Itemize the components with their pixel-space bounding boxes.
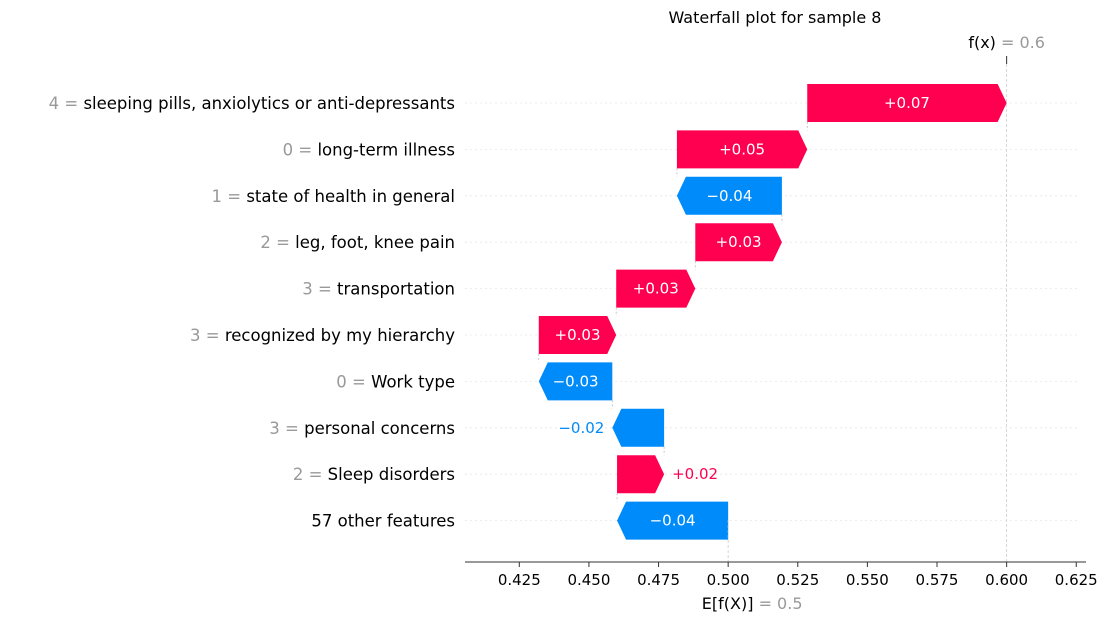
feature-name: Work type <box>371 372 455 391</box>
bar-value-label: +0.05 <box>719 140 765 158</box>
feature-value: 1 = <box>212 187 247 206</box>
waterfall-bar <box>676 176 782 215</box>
feature-name: personal concerns <box>304 419 455 438</box>
waterfall-bar <box>807 84 1007 122</box>
x-tick-label: 0.600 <box>985 571 1028 589</box>
feature-label: 3 = transportation <box>302 280 455 299</box>
bar-value-label: +0.02 <box>672 465 718 483</box>
feature-name: recognized by my hierarchy <box>225 326 455 345</box>
base-value-label: E[f(X)] = 0.5 <box>702 594 803 613</box>
bar-value-label: +0.03 <box>716 233 762 251</box>
x-tick-label: 0.475 <box>637 571 680 589</box>
bar-value-label: +0.03 <box>633 280 679 298</box>
waterfall-bar <box>612 408 665 447</box>
feature-name: Sleep disorders <box>328 465 455 484</box>
feature-name: state of health in general <box>246 187 455 206</box>
bar-value-label: −0.02 <box>558 419 604 437</box>
base-value-number: = 0.5 <box>759 594 803 613</box>
feature-label: 3 = personal concerns <box>269 419 455 438</box>
feature-value: 4 = <box>49 94 84 113</box>
x-tick-label: 0.425 <box>498 571 541 589</box>
feature-value: 3 = <box>190 326 225 345</box>
bar-value-label: −0.04 <box>650 512 696 530</box>
bar-value-label: −0.03 <box>553 372 599 390</box>
x-tick-label: 0.525 <box>776 571 819 589</box>
waterfall-bar <box>695 223 782 262</box>
waterfall-bar <box>538 362 613 401</box>
bar-value-label: −0.04 <box>706 187 752 205</box>
bar-value-label: +0.07 <box>884 94 930 112</box>
x-tick-label: 0.625 <box>1055 571 1098 589</box>
feature-value: 2 = <box>260 233 295 252</box>
feature-rows: +0.07 4 = sleeping pills, anxiolytics or … <box>49 84 1080 540</box>
feature-name: long-term illness <box>317 140 455 159</box>
x-tick-label: 0.550 <box>846 571 889 589</box>
waterfall-bar <box>676 130 808 169</box>
feature-label: 0 = long-term illness <box>283 140 455 159</box>
feature-value: 0 = <box>283 140 318 159</box>
waterfall-bar <box>538 316 617 354</box>
bar-value-label: +0.03 <box>555 326 601 344</box>
feature-label: 2 = leg, foot, knee pain <box>260 233 455 252</box>
feature-name: leg, foot, knee pain <box>295 233 455 252</box>
waterfall-bar <box>616 269 696 308</box>
waterfall-bar <box>617 501 729 540</box>
waterfall-bar <box>617 455 665 494</box>
final-value-label: f(x) = 0.6 <box>968 33 1045 52</box>
feature-value: 3 = <box>269 419 304 438</box>
feature-label: 3 = recognized by my hierarchy <box>190 326 455 345</box>
chart-title: Waterfall plot for sample 8 <box>669 8 882 27</box>
feature-value: 0 = <box>336 372 371 391</box>
x-tick-label: 0.500 <box>707 571 750 589</box>
feature-name: transportation <box>337 280 455 299</box>
final-value-number: = 0.6 <box>1001 33 1045 52</box>
feature-label: 2 = Sleep disorders <box>293 465 455 484</box>
x-tick-label: 0.450 <box>567 571 610 589</box>
feature-label: 4 = sleeping pills, anxiolytics or anti-… <box>49 94 455 113</box>
feature-label: 57 other features <box>311 512 455 531</box>
feature-name: 57 other features <box>311 512 455 531</box>
feature-value: 2 = <box>293 465 328 484</box>
feature-name: sleeping pills, anxiolytics or anti-depr… <box>83 94 455 113</box>
feature-label: 0 = Work type <box>336 372 455 391</box>
x-axis: f(x) = 0.6 0.425 0.450 0.475 0.500 0.525 0.550… <box>465 33 1098 613</box>
x-tick-label: 0.575 <box>916 571 959 589</box>
feature-label: 1 = state of health in general <box>212 187 456 206</box>
feature-value: 3 = <box>302 280 337 299</box>
